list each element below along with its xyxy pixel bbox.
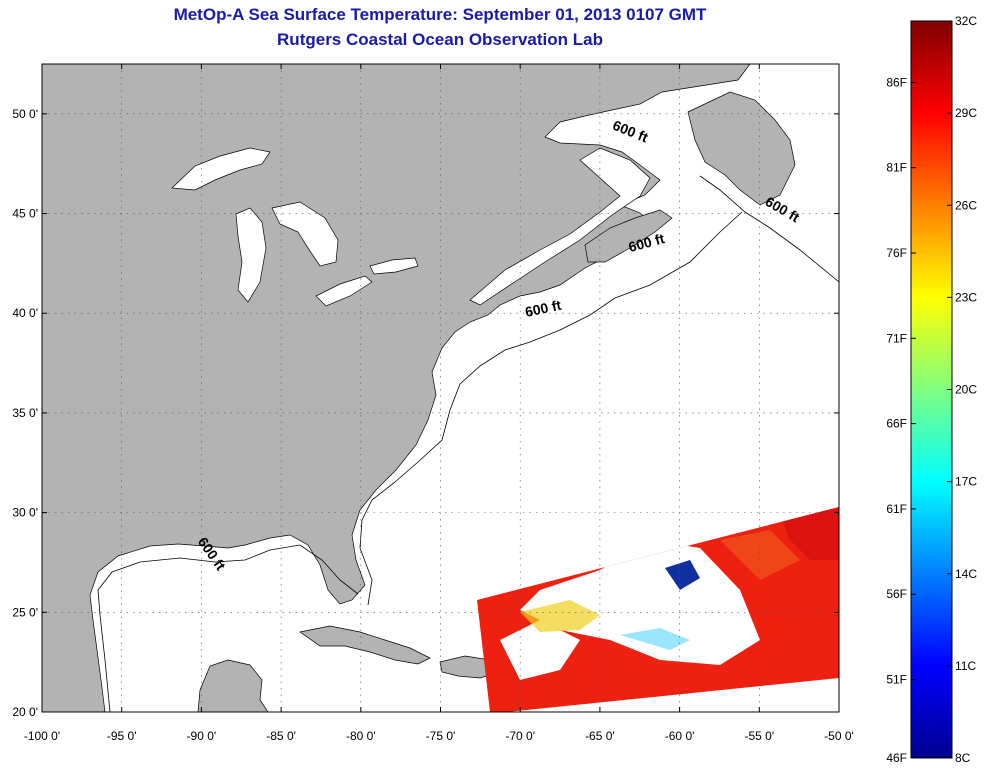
land-north-america (42, 64, 751, 712)
lake-ontario (369, 257, 419, 275)
colorbar-fahrenheit-label: 71F (886, 331, 907, 345)
colorbar-fahrenheit-label: 46F (886, 751, 907, 765)
lake-huron (271, 201, 339, 267)
land-newfoundland (687, 91, 796, 206)
colorbar-celsius-label: 23C (955, 290, 977, 304)
colorbar-fahrenheit-label: 56F (886, 587, 907, 601)
contour-600ft (97, 175, 839, 712)
colorbar-fahrenheit-label: 61F (886, 502, 907, 516)
land-nova-scotia (584, 209, 673, 263)
colorbar-fahrenheit-label: 76F (886, 246, 907, 260)
lon-tick-label: -100 0' (24, 729, 60, 743)
colorbar-celsius-label: 14C (955, 567, 977, 581)
colorbar-fahrenheit-label: 86F (886, 75, 907, 89)
colorbar-celsius-label: 17C (955, 475, 977, 489)
lake-superior (171, 147, 271, 191)
land-yucatan (197, 659, 269, 712)
lake-erie (315, 275, 373, 307)
lon-tick-label: -75 0' (426, 729, 456, 743)
lon-tick-label: -70 0' (505, 729, 535, 743)
lon-tick-label: -65 0' (585, 729, 615, 743)
lon-tick-label: -85 0' (266, 729, 296, 743)
colorbar-ticks: 32C 29C 26C 23C 20C 17C 14C 11C 8C 86F 81F 76F 71F 66… (886, 14, 977, 765)
colorbar-celsius-label: 8C (955, 751, 971, 765)
colorbar (910, 20, 953, 759)
map-subtitle: Rutgers Coastal Ocean Observation Lab (277, 30, 603, 49)
gulf-st-lawrence (469, 147, 651, 306)
graticule (42, 64, 839, 712)
lon-tick-label: -50 0' (824, 729, 854, 743)
lon-tick-label: -60 0' (665, 729, 695, 743)
lake-michigan (235, 207, 267, 303)
contour-label: 600 ft (524, 297, 563, 320)
colorbar-fahrenheit-label: 81F (886, 161, 907, 175)
lat-tick-label: 50 0' (12, 107, 38, 121)
lat-tick-label: 30 0' (12, 506, 38, 520)
colorbar-fahrenheit-label: 51F (886, 673, 907, 687)
colorbar-celsius-label: 26C (955, 198, 977, 212)
lon-tick-label: -80 0' (346, 729, 376, 743)
lat-tick-label: 35 0' (12, 406, 38, 420)
lon-axis: -100 0' -95 0' -90 0' -85 0' -80 0' -75 0' -70… (24, 64, 854, 743)
lat-tick-label: 40 0' (12, 306, 38, 320)
colorbar-celsius-label: 29C (955, 106, 977, 120)
lat-axis: 20 0' 25 0' 30 0' 35 0' 40 0' 45 0' 50 0' (12, 107, 839, 719)
lat-tick-label: 25 0' (12, 605, 38, 619)
colorbar-celsius-label: 11C (955, 659, 976, 673)
lon-tick-label: -90 0' (187, 729, 217, 743)
land-cuba (299, 625, 431, 665)
lat-tick-label: 20 0' (12, 705, 38, 719)
colorbar-fahrenheit-label: 66F (886, 417, 907, 431)
lat-tick-label: 45 0' (12, 207, 38, 221)
lon-tick-label: -55 0' (744, 729, 774, 743)
map-title: MetOp-A Sea Surface Temperature: Septemb… (173, 5, 707, 24)
colorbar-celsius-label: 20C (955, 383, 977, 397)
lon-tick-label: -95 0' (107, 729, 137, 743)
colorbar-celsius-label: 32C (955, 14, 977, 28)
